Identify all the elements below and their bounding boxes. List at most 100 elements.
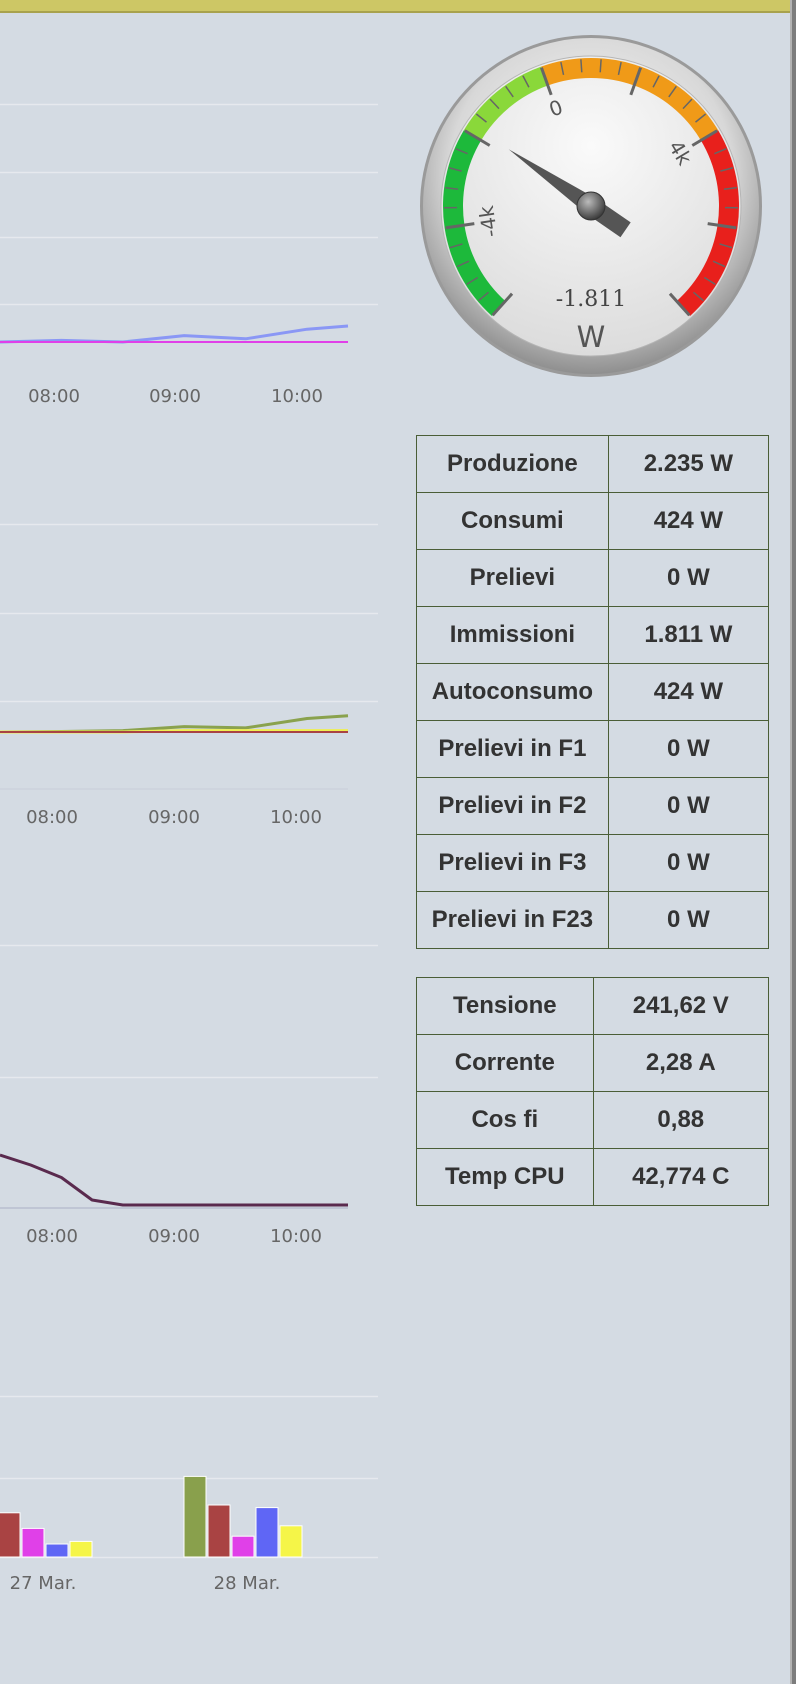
x-tick-label: 28 Mar. xyxy=(214,1573,281,1590)
gauge-tick xyxy=(475,113,487,123)
power-line-chart: 08:00 09:00 10:00 xyxy=(0,80,380,410)
gauge-tick xyxy=(682,98,693,110)
table-row: Prelievi in F2 0 W xyxy=(416,777,770,835)
gauge-tick xyxy=(580,59,583,73)
gauge-tick xyxy=(668,292,691,317)
bar xyxy=(69,1540,93,1558)
table-row: Tensione 241,62 V xyxy=(416,977,770,1035)
row-value: 424 W xyxy=(607,492,770,550)
row-value: 0,88 xyxy=(592,1091,770,1149)
bar-chart-svg: 27 Mar. 28 Mar. xyxy=(0,1395,378,1590)
row-value: 241,62 V xyxy=(592,977,770,1035)
table-row: Corrente 2,28 A xyxy=(416,1034,770,1092)
gauge-tick xyxy=(445,222,475,230)
table-row: Temp CPU 42,774 C xyxy=(416,1148,770,1206)
bar xyxy=(231,1535,255,1558)
x-tick-label: 08:00 xyxy=(26,1226,78,1247)
power-chart-svg: 08:00 09:00 10:00 xyxy=(0,103,378,407)
row-label: Cos fi xyxy=(416,1091,594,1149)
gauge-tick xyxy=(599,59,602,73)
row-value: 2,28 A xyxy=(592,1034,770,1092)
row-value: 0 W xyxy=(607,777,770,835)
x-tick-label: 09:00 xyxy=(148,1226,200,1247)
x-tick-label: 10:00 xyxy=(270,1226,322,1247)
third-line-chart: 08:00 09:00 10:00 xyxy=(0,880,380,1255)
row-label: Prelievi in F2 xyxy=(416,777,609,835)
row-value: 1.811 W xyxy=(607,606,770,664)
gauge-band xyxy=(463,66,548,141)
gauge-tick xyxy=(652,75,660,88)
row-label: Prelievi in F3 xyxy=(416,834,609,892)
row-label: Tensione xyxy=(416,977,594,1035)
bar xyxy=(0,1512,21,1558)
energy-line-chart: 08:00 09:00 10:00 xyxy=(0,440,380,830)
gauge-tick xyxy=(560,61,565,75)
series-line xyxy=(0,1153,348,1207)
daily-bar-chart: 27 Mar. 28 Mar. xyxy=(0,1330,380,1590)
power-gauge: -4k 0 4k -1.811 W xyxy=(420,34,766,380)
top-bar xyxy=(0,0,790,13)
x-tick-label: 27 Mar. xyxy=(10,1573,77,1590)
gauge-tick xyxy=(491,292,514,317)
gridlines xyxy=(0,944,378,1209)
table-row: Prelievi in F1 0 W xyxy=(416,720,770,778)
gauge-tick-label: -4k xyxy=(474,204,503,239)
series-line xyxy=(0,324,349,344)
gauge-tick xyxy=(445,186,459,190)
gauge-tick xyxy=(505,85,514,98)
table-row: Cos fi 0,88 xyxy=(416,1091,770,1149)
table-row: Immissioni 1.811 W xyxy=(416,606,770,664)
row-label: Autoconsumo xyxy=(416,663,609,721)
bar xyxy=(255,1507,279,1558)
table-row: Prelievi 0 W xyxy=(416,549,770,607)
energy-chart-svg: 08:00 09:00 10:00 xyxy=(0,523,378,828)
third-chart-svg: 08:00 09:00 10:00 xyxy=(0,944,378,1247)
table-row: Autoconsumo 424 W xyxy=(416,663,770,721)
row-label: Immissioni xyxy=(416,606,609,664)
gauge-tick xyxy=(691,129,718,147)
gauge-tick xyxy=(707,222,737,230)
gauge-tick xyxy=(629,67,642,96)
gauge-tick xyxy=(695,113,707,123)
gauge-band xyxy=(541,58,719,141)
x-tick-label: 10:00 xyxy=(270,807,322,828)
row-label: Corrente xyxy=(416,1034,594,1092)
row-value: 0 W xyxy=(607,891,770,949)
gridlines xyxy=(0,103,378,306)
x-tick-label: 08:00 xyxy=(28,386,80,407)
gauge-tick xyxy=(668,85,677,98)
gauge-tick xyxy=(540,67,553,96)
energy-table: Produzione 2.235 W Consumi 424 W Prelievi 0… xyxy=(416,435,770,949)
gauge-tick xyxy=(466,276,479,286)
bar xyxy=(207,1504,231,1558)
x-tick-label: 08:00 xyxy=(26,807,78,828)
gauge-tick xyxy=(522,75,530,88)
gridlines xyxy=(0,523,378,790)
x-tick-label: 09:00 xyxy=(149,386,201,407)
row-value: 42,774 C xyxy=(592,1148,770,1206)
x-tick-label: 10:00 xyxy=(271,386,323,407)
row-label: Prelievi xyxy=(416,549,609,607)
electrical-table: Tensione 241,62 V Corrente 2,28 A Cos fi 0,… xyxy=(416,977,770,1206)
row-value: 0 W xyxy=(607,720,770,778)
row-value: 424 W xyxy=(607,663,770,721)
row-value: 0 W xyxy=(607,834,770,892)
gauge-tick xyxy=(464,129,491,147)
gauge-tick xyxy=(489,98,500,110)
gauge-tick xyxy=(448,167,462,172)
gauge-value-readout: -1.811 xyxy=(556,287,626,312)
gauge-tick xyxy=(456,260,470,268)
bar xyxy=(279,1525,303,1558)
row-label: Consumi xyxy=(416,492,609,550)
row-value: 0 W xyxy=(607,549,770,607)
table-row: Produzione 2.235 W xyxy=(416,435,770,493)
table-row: Prelievi in F3 0 W xyxy=(416,834,770,892)
gauge-unit-label: W xyxy=(577,320,606,354)
row-label: Produzione xyxy=(416,435,609,493)
gauge-tick xyxy=(703,276,716,286)
x-tick-label: 09:00 xyxy=(148,807,200,828)
gauge-band xyxy=(676,130,739,316)
table-row: Prelievi in F23 0 W xyxy=(416,891,770,949)
row-label: Prelievi in F23 xyxy=(416,891,609,949)
gauge-svg: -4k 0 4k -1.811 W xyxy=(420,35,762,377)
